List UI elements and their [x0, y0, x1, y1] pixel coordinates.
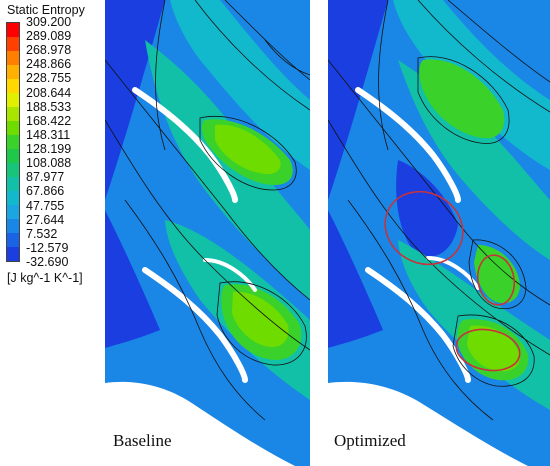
legend-tick-label: 128.199 [26, 142, 72, 157]
legend-swatch [7, 191, 19, 205]
legend-swatch [7, 121, 19, 135]
baseline-wake-upper [145, 40, 310, 300]
legend-swatch [7, 205, 19, 219]
legend-tick-label: 228.755 [26, 71, 72, 86]
legend-swatch [7, 65, 19, 79]
optimized-low-entropy-band [328, 0, 388, 200]
legend-swatch [7, 79, 19, 93]
legend-swatch [7, 163, 19, 177]
baseline-blade-mid [203, 258, 257, 292]
legend-colorbar [6, 22, 20, 262]
legend-swatch [7, 93, 19, 107]
annotation-ellipse-inflow [384, 190, 464, 266]
legend-tick-label: 27.644 [26, 212, 65, 227]
baseline-peak-region-upper [215, 124, 281, 175]
annotation-ellipse-lower [455, 328, 521, 372]
legend-tick-label: 108.088 [26, 156, 72, 171]
legend-swatch [7, 23, 19, 37]
color-legend: Static Entropy 309.200 289.089 268.978 248.… [2, 0, 106, 300]
optimized-low-entropy-band-lower [328, 210, 383, 348]
legend-swatch [7, 149, 19, 163]
baseline-blade-lower [142, 267, 248, 383]
legend-swatch [7, 51, 19, 65]
optimized-contour-lines [328, 0, 550, 421]
legend-swatch [7, 177, 19, 191]
legend-title: Static Entropy [7, 3, 85, 17]
optimized-contour-plot [328, 0, 550, 466]
legend-tick-label: 87.977 [26, 170, 65, 185]
legend-tick-label: 148.311 [26, 127, 71, 142]
optimized-contour-panel [328, 0, 550, 466]
legend-tick-label: -32.690 [26, 255, 69, 269]
legend-tick-label: 309.200 [26, 15, 72, 29]
optimized-high-entropy-region-mid [474, 245, 520, 304]
baseline-contour-panel [105, 0, 310, 466]
legend-tick-label: 7.532 [26, 226, 58, 241]
optimized-blade-upper [355, 87, 461, 203]
legend-swatch [7, 233, 19, 247]
legend-tick-label: 188.533 [26, 99, 72, 114]
legend-swatch [7, 107, 19, 121]
optimized-blade-lower [365, 267, 471, 383]
optimized-blade-mid [426, 256, 480, 290]
legend-tick-label: -12.579 [26, 240, 69, 255]
legend-tick-label: 67.866 [26, 184, 65, 199]
baseline-contour-lines [105, 0, 310, 421]
legend-tick-label: 248.866 [26, 57, 72, 72]
legend-tick-label: 47.755 [26, 198, 65, 213]
legend-tick-label: 168.422 [26, 113, 72, 128]
annotation-ellipse-mid [476, 254, 516, 306]
legend-swatch [7, 247, 19, 261]
legend-swatch [7, 135, 19, 149]
legend-tick-label: 289.089 [26, 29, 72, 44]
optimized-annotation-ellipses [384, 190, 521, 372]
legend-swatch [7, 219, 19, 233]
legend-swatch [7, 37, 19, 51]
baseline-contour-plot [105, 0, 310, 466]
baseline-blade-upper [132, 87, 238, 203]
optimized-caption: Optimized [334, 431, 406, 450]
legend-tick-label: 208.644 [26, 85, 72, 100]
baseline-caption: Baseline [113, 431, 172, 450]
legend-tick-labels: 309.200 289.089 268.978 248.866 228.755 208.6… [26, 15, 106, 269]
optimized-high-entropy-region-upper [419, 59, 505, 139]
baseline-peak-region-lower [232, 291, 289, 348]
baseline-low-entropy-band-lower [105, 210, 160, 348]
baseline-mid-band-top [170, 0, 310, 170]
optimized-peak-region-lower [467, 325, 521, 372]
legend-units: [J kg^-1 K^-1] [7, 271, 83, 285]
optimized-low-entropy-pocket [396, 160, 458, 257]
legend-tick-label: 268.978 [26, 43, 72, 58]
